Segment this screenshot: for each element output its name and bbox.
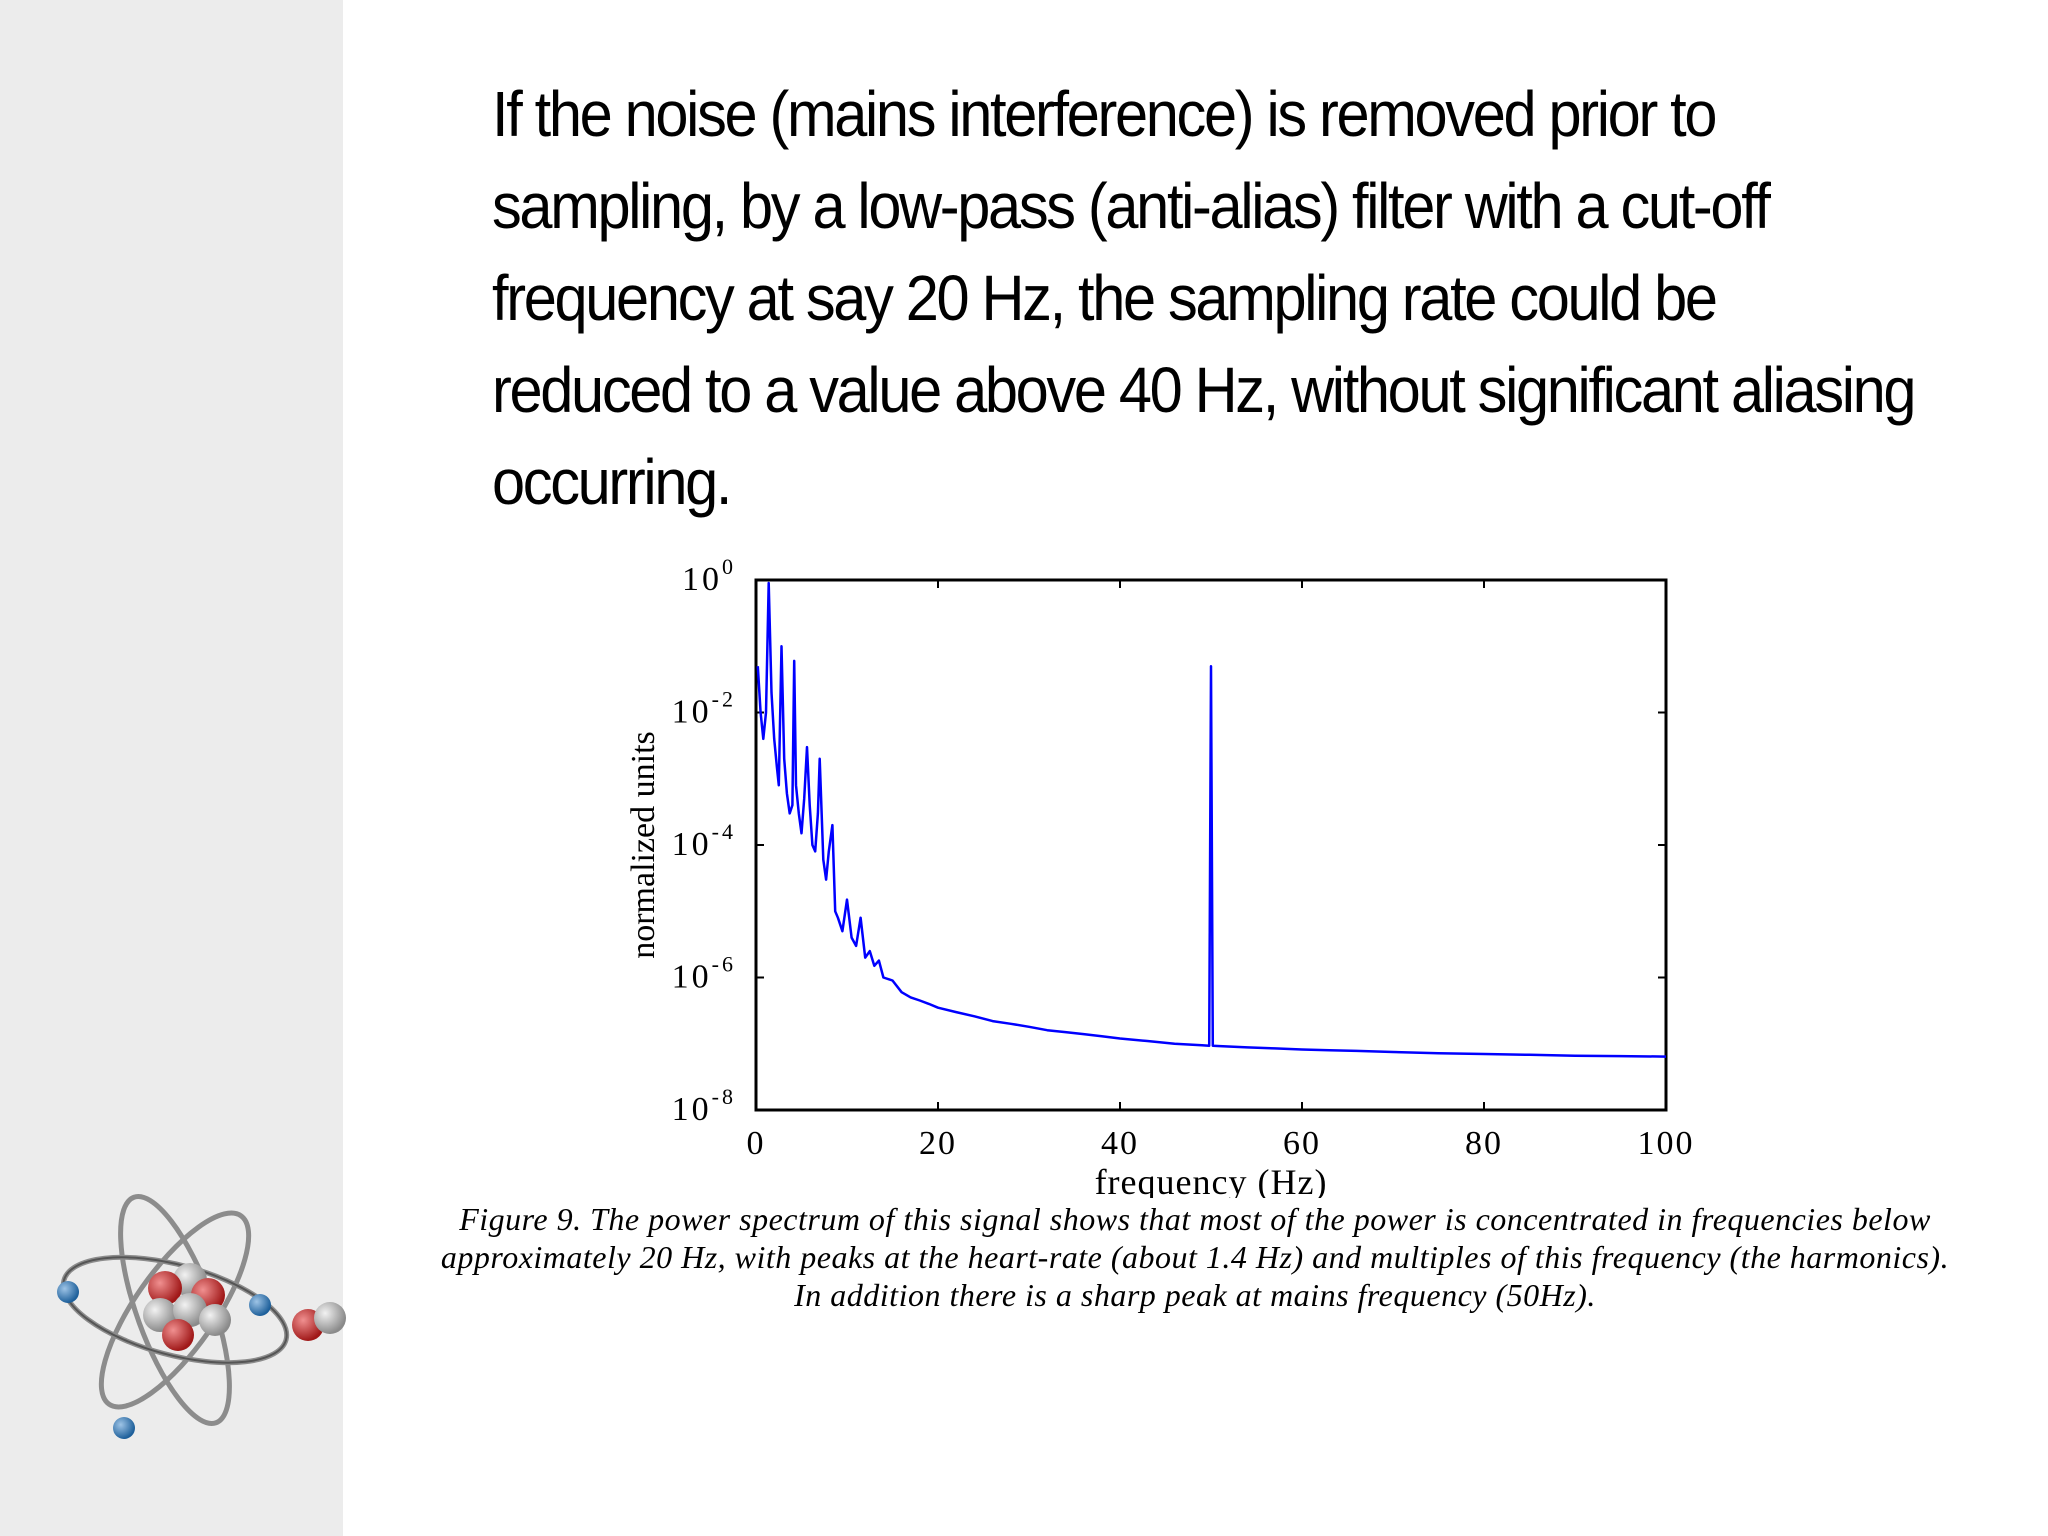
figure-caption: Figure 9. The power spectrum of this sig… bbox=[440, 1201, 1950, 1313]
x-tick-label: 80 bbox=[1465, 1125, 1503, 1162]
y-tick-label: 10-6 bbox=[672, 952, 736, 996]
x-tick-label: 0 bbox=[747, 1125, 766, 1162]
x-axis: 0 20 40 60 80 100 bbox=[747, 580, 1695, 1162]
power-spectrum-chart: 0 20 40 60 80 100 100 10-2 10-4 10-6 10-8 frequen… bbox=[625, 554, 1695, 1198]
y-axis-label: normalized units bbox=[625, 731, 662, 959]
x-axis-label: frequency (Hz) bbox=[1095, 1162, 1328, 1198]
series-line-power-spectrum bbox=[756, 581, 1667, 1058]
x-tick-label: 20 bbox=[919, 1125, 957, 1162]
y-tick-label: 10-4 bbox=[672, 819, 736, 863]
y-axis: 100 10-2 10-4 10-6 10-8 bbox=[672, 554, 1666, 1128]
y-tick-label: 10-2 bbox=[672, 687, 736, 731]
x-tick-label: 40 bbox=[1101, 1125, 1139, 1162]
x-tick-label: 60 bbox=[1283, 1125, 1321, 1162]
y-tick-label: 10-8 bbox=[672, 1084, 736, 1128]
slide-body-text: If the noise (mains interference) is rem… bbox=[492, 78, 1917, 518]
x-tick-label: 100 bbox=[1638, 1125, 1695, 1162]
y-tick-label: 100 bbox=[682, 554, 736, 598]
atom-icon bbox=[57, 1193, 346, 1439]
